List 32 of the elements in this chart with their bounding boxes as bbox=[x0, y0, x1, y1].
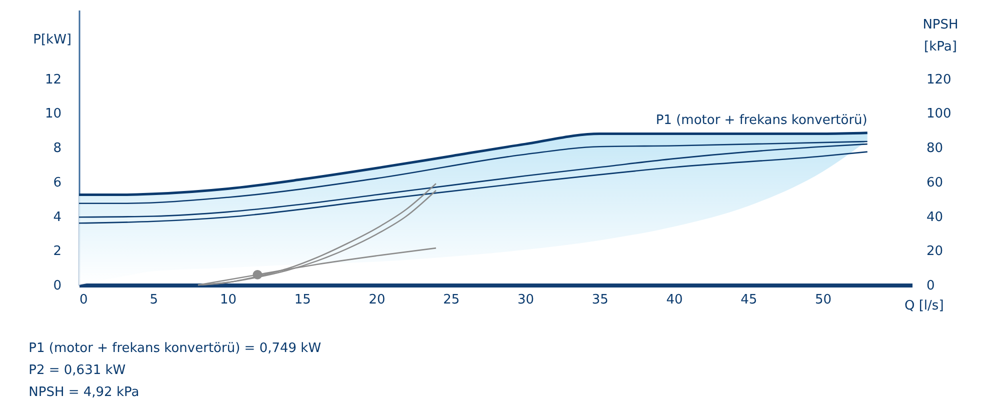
x-tick-label: 40 bbox=[666, 292, 683, 308]
y2-tick-label: 120 bbox=[926, 72, 952, 88]
y-axis-title: P[kW] bbox=[33, 32, 72, 48]
y-tick-label: 6 bbox=[53, 175, 62, 190]
y-tick-label: 8 bbox=[53, 141, 62, 156]
x-tick-label: 30 bbox=[517, 292, 534, 308]
y-tick-label: 2 bbox=[53, 244, 62, 260]
y2-tick-label: 60 bbox=[926, 175, 944, 190]
text: P1 (motor + frekans konvertörü) = 0,749 kW bbox=[28, 341, 322, 356]
y2-tick-label: 20 bbox=[926, 244, 944, 260]
x-tick-label: 35 bbox=[592, 292, 608, 308]
y-tick-label: 4 bbox=[53, 210, 62, 225]
y-tick-label: 12 bbox=[44, 72, 62, 88]
y2-tick-label: 80 bbox=[926, 141, 944, 156]
x-tick-label: 25 bbox=[443, 292, 460, 308]
x-axis-title: Q [l/s] bbox=[904, 298, 944, 314]
text: P2 = 0,631 kW bbox=[28, 363, 126, 378]
x-tick-label: 5 bbox=[150, 292, 158, 308]
y2-tick-label: 40 bbox=[926, 210, 944, 225]
y2-tick-label: 100 bbox=[926, 106, 952, 122]
y-tick-label: 10 bbox=[44, 106, 62, 122]
x-tick-label: 0 bbox=[80, 292, 88, 308]
x-tick-label: 15 bbox=[294, 292, 311, 308]
x-tick-label: 10 bbox=[220, 292, 237, 308]
y2-axis-title: NPSH [kPa] bbox=[922, 18, 958, 54]
y2-tick-label: 0 bbox=[926, 278, 935, 294]
y-tick-label: 0 bbox=[53, 278, 62, 294]
text: NPSH = 4,92 kPa bbox=[28, 385, 140, 400]
x-tick-label: 45 bbox=[740, 292, 758, 308]
x-tick-label: 50 bbox=[814, 292, 832, 308]
x-tick-label: 20 bbox=[368, 292, 386, 308]
series-label: P1 (motor + frekans konvertörü) bbox=[656, 112, 868, 128]
